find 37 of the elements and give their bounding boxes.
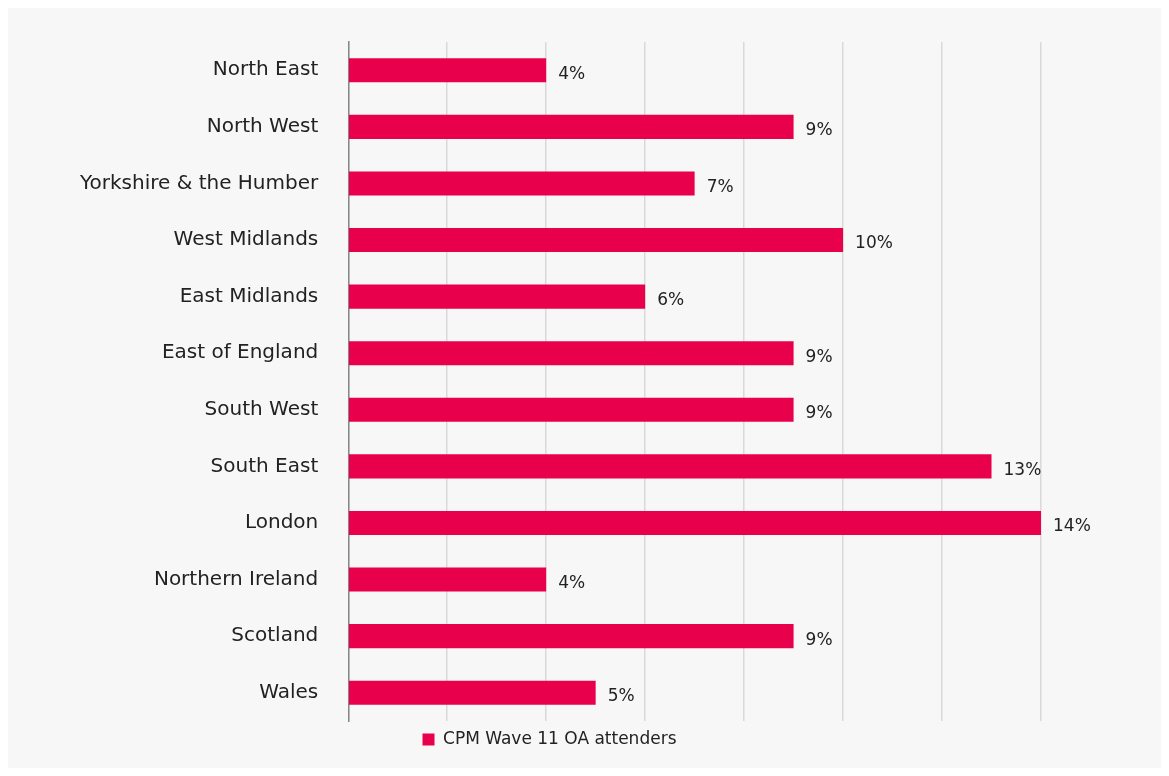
bar: [349, 454, 992, 479]
data-label: 4%: [558, 571, 586, 592]
data-label: 9%: [805, 119, 833, 140]
bar: [349, 341, 794, 366]
y-tick-label: East of England: [161, 339, 319, 364]
data-label: 10%: [855, 232, 893, 253]
y-tick-label: East Midlands: [179, 282, 319, 307]
data-label: 14%: [1053, 515, 1091, 536]
bar: [349, 510, 1041, 535]
y-tick-label: Yorkshire & the Humber: [78, 169, 320, 194]
y-tick-label: Scotland: [231, 622, 319, 647]
bar: [349, 680, 596, 705]
data-label: 4%: [558, 62, 586, 83]
bar: [349, 171, 695, 196]
y-tick-label: South West: [204, 395, 319, 420]
y-tick-label: South East: [210, 452, 319, 477]
y-tick-label: North East: [212, 56, 319, 81]
y-tick-label: West Midlands: [173, 226, 319, 251]
data-label: 13%: [1003, 458, 1042, 479]
y-tick-label: London: [244, 509, 319, 534]
legend-label: CPM Wave 11 OA attenders: [443, 727, 677, 748]
bar: [349, 284, 646, 309]
data-label: 9%: [805, 345, 833, 366]
data-label: 7%: [706, 175, 734, 196]
data-label: 6%: [657, 289, 685, 310]
bar: [349, 58, 547, 83]
y-tick-label: Wales: [259, 678, 319, 703]
bar: [349, 228, 844, 253]
bar: [349, 567, 547, 592]
data-label: 5%: [607, 685, 635, 706]
bar: [349, 114, 794, 139]
data-label: 9%: [805, 628, 833, 649]
bar: [349, 624, 794, 649]
y-tick-label: Northern Ireland: [153, 565, 319, 590]
y-tick-label: North West: [206, 113, 319, 138]
bar: [349, 397, 794, 422]
data-label: 9%: [805, 402, 833, 423]
